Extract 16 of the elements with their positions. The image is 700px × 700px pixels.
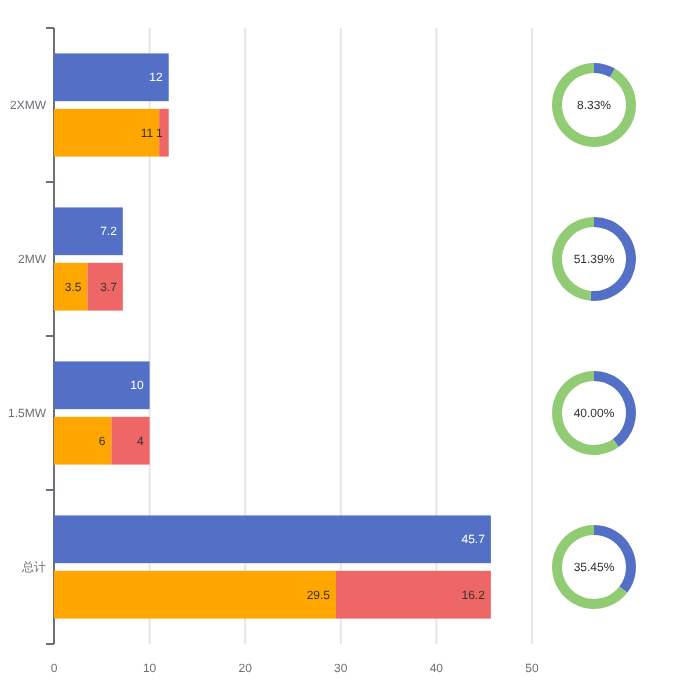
donut-slice	[594, 63, 615, 78]
bar	[54, 361, 150, 410]
bar	[159, 108, 169, 157]
donut-slice	[552, 371, 619, 455]
donut-slice	[552, 63, 636, 147]
bar	[54, 515, 491, 564]
bar	[111, 416, 150, 465]
donut-slice	[552, 525, 628, 609]
bar	[54, 570, 337, 619]
bar	[54, 207, 123, 256]
bar	[87, 262, 123, 311]
bar	[54, 416, 112, 465]
bar	[54, 262, 88, 311]
bar	[54, 108, 160, 157]
bar	[54, 53, 169, 102]
bar	[336, 570, 491, 619]
